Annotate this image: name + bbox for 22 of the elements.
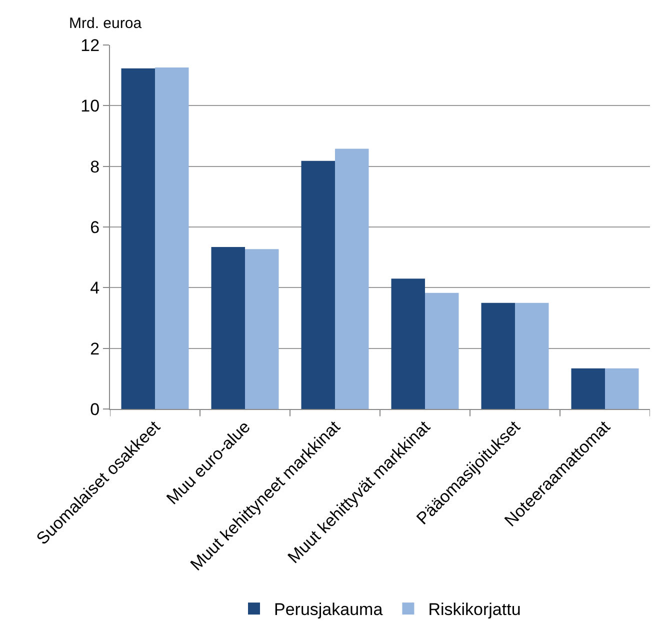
y-tick-label: 10 [80, 96, 100, 116]
legend-label: Perusjakauma [274, 600, 384, 620]
bar [155, 67, 189, 409]
bar [425, 292, 459, 409]
y-tick-label: 8 [90, 157, 100, 176]
bar [121, 68, 155, 409]
bar [335, 148, 369, 409]
y-axis-title: Mrd. euroa [69, 15, 142, 32]
y-tick-label: 6 [90, 218, 100, 237]
bar [301, 160, 335, 409]
y-tick-label: 2 [90, 339, 100, 358]
y-tick-label: 12 [80, 36, 100, 55]
bar [605, 368, 639, 409]
bar [515, 302, 549, 409]
bar [391, 278, 425, 409]
bar [481, 302, 515, 409]
legend-label: Riskikorjattu [428, 600, 521, 620]
bar [211, 247, 245, 409]
y-tick-label: 0 [90, 400, 100, 419]
bar [245, 249, 279, 409]
y-tick-label: 4 [90, 278, 100, 298]
bar [571, 368, 605, 409]
